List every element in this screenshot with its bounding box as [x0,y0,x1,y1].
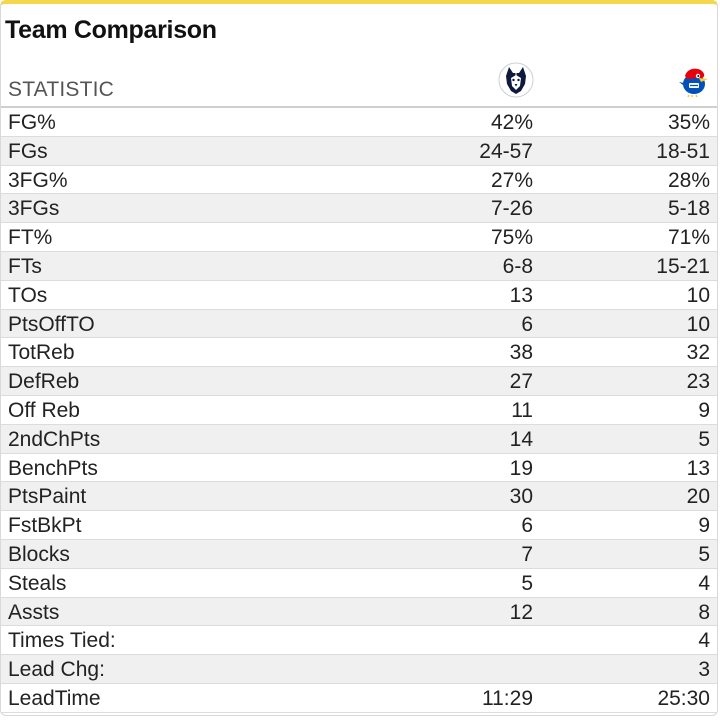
table-row: PtsOffTO 6 10 [1,309,717,339]
table-row: Times Tied: 4 [1,626,717,656]
team-b-value: 23 [686,370,710,394]
team-b-value: 9 [698,514,710,538]
table-row: TOs 13 10 [1,280,717,310]
team-a-value: 30 [509,485,533,509]
table-row: Off Reb 11 9 [1,395,717,425]
team-a-value: 6-8 [502,254,533,278]
table-row: FstBkPt 6 9 [1,511,717,540]
stat-label: FT% [8,226,53,250]
team-b-value: 10 [686,312,710,336]
team-b-value: 5-18 [667,197,710,221]
team-a-value: 27 [509,370,533,394]
team-a-value: 5 [521,571,533,595]
team-b-value: 4 [698,629,710,653]
kansas-jayhawk-logo-icon [679,68,708,98]
stat-label: LeadTime [8,686,101,710]
stat-label: Times Tied: [8,629,116,653]
team-a-value: 42% [490,111,533,134]
stat-label: FstBkPt [8,514,82,538]
team-b-value: 13 [686,456,710,480]
table-row: LeadTime 11:29 25:30 [1,683,717,713]
team-b-value: 5 [698,427,710,451]
table-row: TotReb 38 32 [1,338,717,368]
team-a-value: 13 [509,283,533,307]
table-row: 2ndChPts 14 5 [1,424,717,454]
team-b-value: 20 [686,485,710,509]
stat-label: PtsPaint [8,485,87,509]
team-a-value: 24-57 [479,139,533,163]
table-row: Steals 5 4 [1,568,717,598]
table-row: PtsPaint 30 20 [1,482,717,512]
team-a-value: 19 [509,456,533,480]
team-b-value: 10 [686,283,710,307]
stat-label: TOs [8,283,48,307]
stat-label: 3FGs [8,197,60,221]
stat-label: Assts [8,600,60,624]
team-a-value: 7-26 [490,197,533,221]
stat-label: PtsOffTO [8,312,95,336]
table-row: FT% 75% 71% [1,223,717,252]
team-b-value: 9 [698,398,710,422]
stat-label: TotReb [8,341,75,365]
team-a-value: 7 [521,542,533,566]
stat-label: Lead Chg: [8,658,105,682]
team-a-value: 11:29 [482,686,533,710]
team-b-value: 3 [698,658,710,682]
stat-label: Steals [8,571,67,595]
table-row: FG% 42% 35% [1,108,717,137]
table-row: 3FGs 7-26 5-18 [1,194,717,224]
stat-label: FTs [8,254,42,278]
team-a-value: 14 [509,427,533,451]
team-b-value: 32 [686,341,710,365]
table-row: FGs 24-57 18-51 [1,136,717,166]
team-b-value: 5 [698,542,710,566]
table-row: FTs 6-8 15-21 [1,251,717,281]
stat-label: BenchPts [8,456,98,480]
stat-label: Blocks [8,542,70,566]
uconn-husky-logo-icon [498,62,534,98]
team-b-value: 4 [698,571,710,595]
team-b-value: 8 [698,600,710,624]
table-row: 3FG% 27% 28% [1,165,717,195]
stat-label: Off Reb [8,398,80,422]
team-b-value: 35% [667,111,710,134]
team-a-value: 11 [511,398,533,422]
stat-label: FG% [8,111,56,134]
stat-label: 3FG% [8,168,68,192]
table-row: DefReb 27 23 [1,367,717,396]
page-title: Team Comparison [5,16,217,44]
team-b-value: 28% [667,168,710,192]
table-row: Assts 12 8 [1,597,717,627]
stats-table: FG% 42% 35% FGs 24-57 18-51 3FG% 27% 28% 3FGs 7-26… [1,108,717,713]
team-b-value: 25:30 [657,686,710,710]
team-a-value: 27% [490,168,533,192]
team-b-value: 71% [667,226,710,250]
statistic-column-header: STATISTIC [8,78,115,101]
table-row: Blocks 7 5 [1,539,717,569]
stat-label: FGs [8,139,48,163]
team-a-value: 12 [509,600,533,624]
stat-label: DefReb [8,370,80,394]
team-a-value: 38 [509,341,533,365]
team-a-value: 6 [521,514,533,538]
table-row: Lead Chg: 3 [1,655,717,684]
stat-label: 2ndChPts [8,427,101,451]
table-row: BenchPts 19 13 [1,453,717,483]
table-header: STATISTIC [1,60,717,108]
team-b-value: 15-21 [656,254,710,278]
team-b-value: 18-51 [656,139,710,163]
team-a-value: 6 [521,312,533,336]
team-a-value: 75% [490,226,533,250]
